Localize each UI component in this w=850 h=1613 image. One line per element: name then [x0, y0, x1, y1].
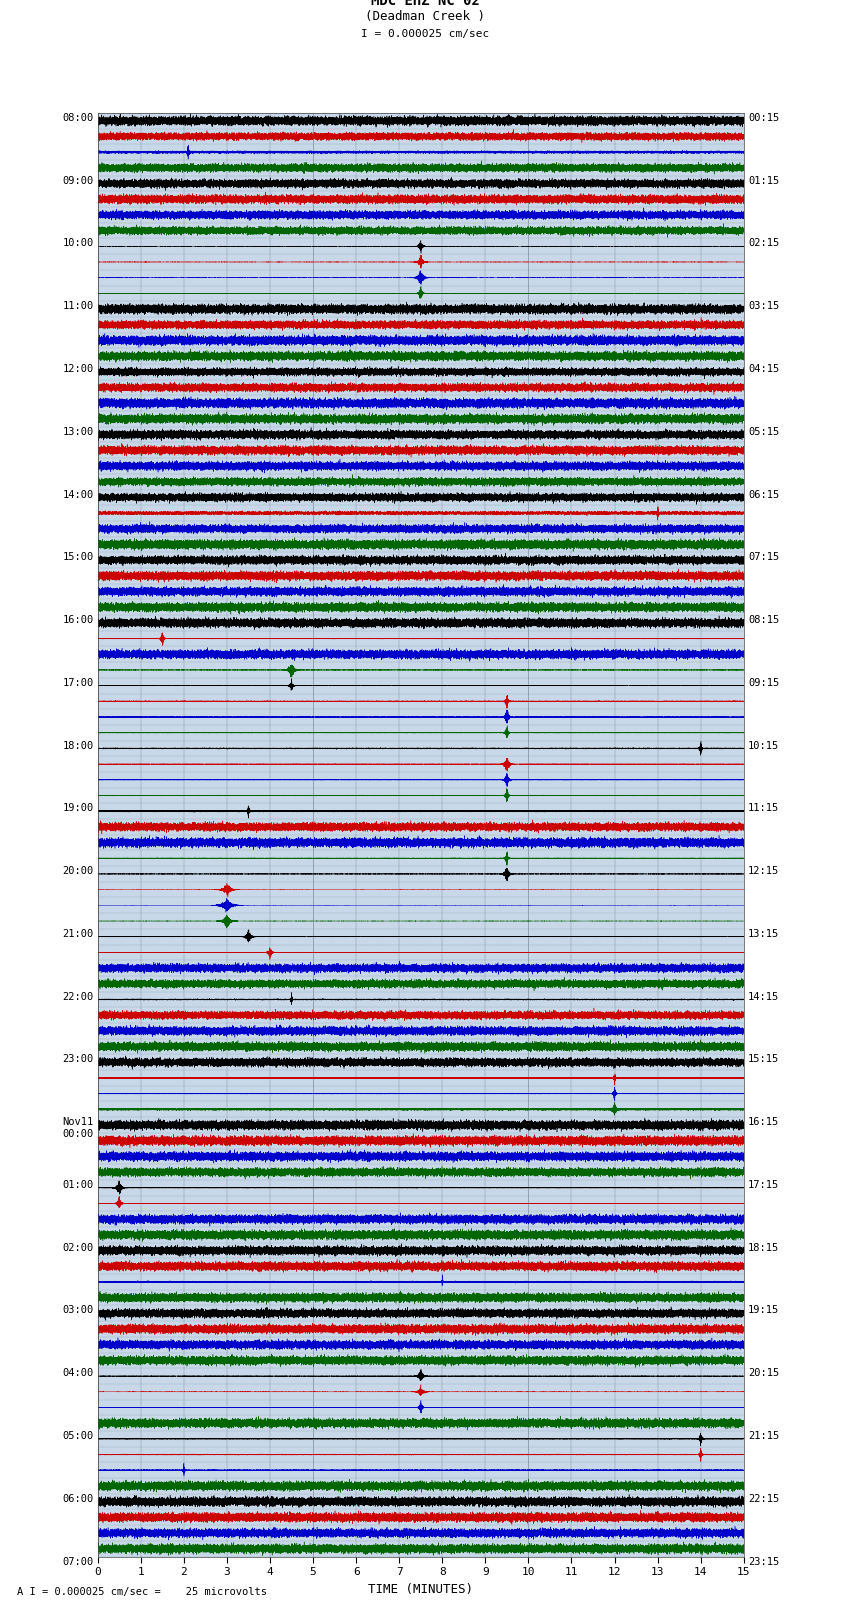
Text: 19:15: 19:15 — [748, 1305, 779, 1316]
Text: 22:00: 22:00 — [62, 992, 94, 1002]
Text: 02:15: 02:15 — [748, 239, 779, 248]
Text: 10:00: 10:00 — [62, 239, 94, 248]
Text: 16:15: 16:15 — [748, 1118, 779, 1127]
Text: 13:15: 13:15 — [748, 929, 779, 939]
Text: 01:15: 01:15 — [748, 176, 779, 185]
Text: 09:15: 09:15 — [748, 677, 779, 687]
Text: 18:15: 18:15 — [748, 1242, 779, 1253]
Text: 14:00: 14:00 — [62, 489, 94, 500]
Text: 04:15: 04:15 — [748, 365, 779, 374]
Text: 09:00: 09:00 — [62, 176, 94, 185]
Text: MDC EHZ NC 02: MDC EHZ NC 02 — [371, 0, 479, 8]
Text: 17:15: 17:15 — [748, 1181, 779, 1190]
Text: 05:15: 05:15 — [748, 427, 779, 437]
Text: 04:00: 04:00 — [62, 1368, 94, 1378]
Text: 03:00: 03:00 — [62, 1305, 94, 1316]
Text: 19:00: 19:00 — [62, 803, 94, 813]
X-axis label: TIME (MINUTES): TIME (MINUTES) — [368, 1582, 473, 1595]
Text: 11:00: 11:00 — [62, 302, 94, 311]
Text: 07:00: 07:00 — [62, 1557, 94, 1566]
Text: 02:00: 02:00 — [62, 1242, 94, 1253]
Text: 12:00: 12:00 — [62, 365, 94, 374]
Text: 08:15: 08:15 — [748, 615, 779, 626]
Text: Nov11
00:00: Nov11 00:00 — [62, 1118, 94, 1139]
Text: 06:15: 06:15 — [748, 489, 779, 500]
Text: 00:15: 00:15 — [748, 113, 779, 123]
Text: 15:15: 15:15 — [748, 1055, 779, 1065]
Text: 03:15: 03:15 — [748, 302, 779, 311]
Text: 13:00: 13:00 — [62, 427, 94, 437]
Text: 07:15: 07:15 — [748, 552, 779, 563]
Text: 05:00: 05:00 — [62, 1431, 94, 1440]
Text: 15:00: 15:00 — [62, 552, 94, 563]
Text: 11:15: 11:15 — [748, 803, 779, 813]
Text: 12:15: 12:15 — [748, 866, 779, 876]
Text: A I = 0.000025 cm/sec =    25 microvolts: A I = 0.000025 cm/sec = 25 microvolts — [17, 1587, 267, 1597]
Text: 20:00: 20:00 — [62, 866, 94, 876]
Text: 22:15: 22:15 — [748, 1494, 779, 1503]
Text: 23:15: 23:15 — [748, 1557, 779, 1566]
Text: 23:00: 23:00 — [62, 1055, 94, 1065]
Text: 21:15: 21:15 — [748, 1431, 779, 1440]
Text: 10:15: 10:15 — [748, 740, 779, 750]
Text: 16:00: 16:00 — [62, 615, 94, 626]
Text: 08:00: 08:00 — [62, 113, 94, 123]
Text: 17:00: 17:00 — [62, 677, 94, 687]
Text: 01:00: 01:00 — [62, 1181, 94, 1190]
Text: 20:15: 20:15 — [748, 1368, 779, 1378]
Text: 14:15: 14:15 — [748, 992, 779, 1002]
Text: 21:00: 21:00 — [62, 929, 94, 939]
Text: 18:00: 18:00 — [62, 740, 94, 750]
Text: I = 0.000025 cm/sec: I = 0.000025 cm/sec — [361, 29, 489, 39]
Text: (Deadman Creek ): (Deadman Creek ) — [365, 10, 485, 23]
Text: 06:00: 06:00 — [62, 1494, 94, 1503]
